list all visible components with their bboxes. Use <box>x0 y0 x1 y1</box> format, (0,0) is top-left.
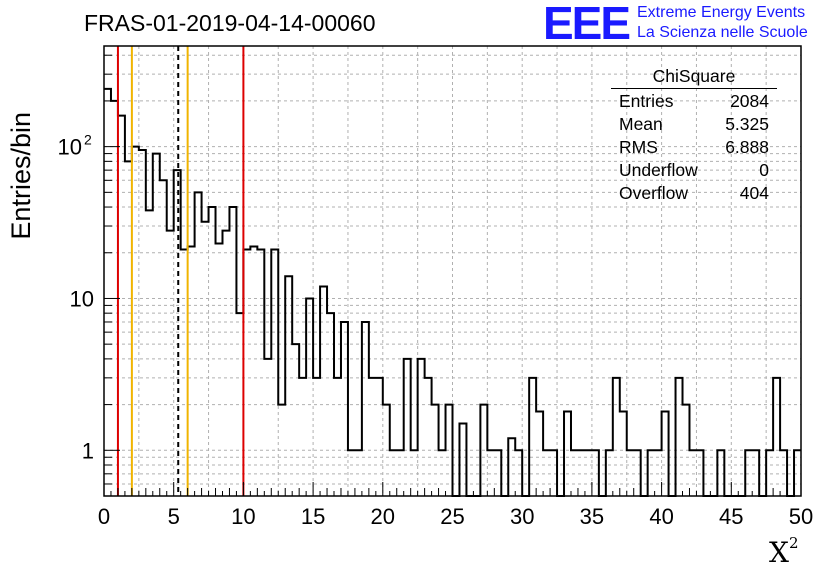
histogram-bin <box>313 378 320 496</box>
stats-label: Entries <box>619 91 674 111</box>
histogram-bin <box>285 276 292 496</box>
histogram-bin <box>529 378 536 496</box>
histogram-bin <box>216 244 223 496</box>
stats-label: Overflow <box>619 183 689 203</box>
histogram-bin <box>146 210 153 496</box>
histogram-bin <box>299 378 306 496</box>
histogram-bin <box>536 412 543 496</box>
histogram-bin <box>459 424 466 496</box>
stats-box: ChiSquare Entries 2084 Mean 5.325 RMS 6.888… <box>611 66 777 205</box>
histogram-step-line <box>104 87 801 497</box>
histogram-bin <box>341 322 348 496</box>
stats-value: 0 <box>759 160 769 180</box>
x-tick-label: 35 <box>580 504 604 529</box>
stats-value: 2084 <box>730 91 769 111</box>
x-tick-label: 50 <box>789 504 813 529</box>
histogram-bin <box>181 250 188 496</box>
histogram-bin <box>676 378 683 496</box>
histogram-bin <box>222 231 229 496</box>
eee-logo-text: Extreme Energy Events La Scienza nelle S… <box>637 3 808 43</box>
run-title: FRAS-01-2019-04-14-00060 <box>84 10 376 36</box>
x-tick-label: 25 <box>440 504 464 529</box>
stats-label: RMS <box>619 137 658 157</box>
histogram-bin <box>167 231 174 496</box>
eee-logo: EEE <box>543 0 631 49</box>
histogram-bin <box>250 246 257 496</box>
histogram-bin <box>229 207 236 496</box>
eee-logo-line1: Extreme Energy Events <box>637 4 806 21</box>
histogram-bin <box>334 378 341 496</box>
histogram-bin <box>564 412 571 496</box>
y-tick-label-sup: 2 <box>84 132 92 148</box>
stats-row: Overflow 404 <box>611 182 777 205</box>
histogram-bin <box>188 246 195 496</box>
histogram-bin <box>620 412 627 496</box>
y-tick-label: 1 <box>82 438 94 463</box>
x-tick-label: 20 <box>371 504 395 529</box>
stats-title: ChiSquare <box>611 66 777 89</box>
stats-row: Mean 5.325 <box>611 113 777 136</box>
histogram-bin <box>153 154 160 496</box>
histogram-bin <box>508 438 515 496</box>
histogram-bin <box>306 298 313 496</box>
histogram-bin <box>257 250 264 496</box>
x-tick-label: 45 <box>719 504 743 529</box>
stats-value: 5.325 <box>725 114 769 134</box>
histogram-bin <box>662 412 669 496</box>
histogram-bin <box>104 89 111 496</box>
y-axis-label: Entries/bin <box>6 112 36 240</box>
histogram-bin <box>773 378 780 496</box>
histogram-bin <box>209 207 216 496</box>
y-tick-label: 10 <box>70 286 94 311</box>
histogram-bin <box>271 250 278 496</box>
eee-logo-line2: La Scienza nelle Scuole <box>637 24 808 41</box>
x-tick-label: 0 <box>98 504 110 529</box>
x-axis-label: X2 <box>769 534 798 569</box>
y-tick-label: 10 <box>58 135 82 160</box>
stats-row: RMS 6.888 <box>611 136 777 159</box>
stats-row: Entries 2084 <box>611 90 777 113</box>
x-tick-label: 10 <box>231 504 255 529</box>
histogram-bin <box>362 322 369 496</box>
x-tick-label: 5 <box>168 504 180 529</box>
histogram-bin <box>264 359 271 496</box>
x-axis-label-base: X <box>769 536 789 569</box>
histogram-bin <box>132 147 139 496</box>
histogram-bin <box>369 378 376 496</box>
stats-value: 404 <box>739 183 769 203</box>
stats-value: 6.888 <box>725 137 769 157</box>
histogram-bin <box>613 378 620 496</box>
histogram-bin <box>418 359 425 496</box>
histogram-bin <box>376 378 383 496</box>
histogram-bin <box>404 359 411 496</box>
x-tick-label: 40 <box>649 504 673 529</box>
histogram-bin <box>174 170 181 496</box>
histogram-bin <box>125 161 132 496</box>
stats-label: Mean <box>619 114 663 134</box>
histogram-bin <box>160 180 167 496</box>
histogram-bin <box>425 378 432 496</box>
histogram-bin <box>292 344 299 496</box>
x-axis-label-sup: 2 <box>788 534 799 552</box>
histogram-bin <box>139 150 146 496</box>
stats-label: Underflow <box>619 160 698 180</box>
stats-row: Underflow 0 <box>611 159 777 182</box>
histogram-bin <box>243 250 250 496</box>
x-tick-label: 15 <box>301 504 325 529</box>
x-tick-label: 30 <box>510 504 534 529</box>
